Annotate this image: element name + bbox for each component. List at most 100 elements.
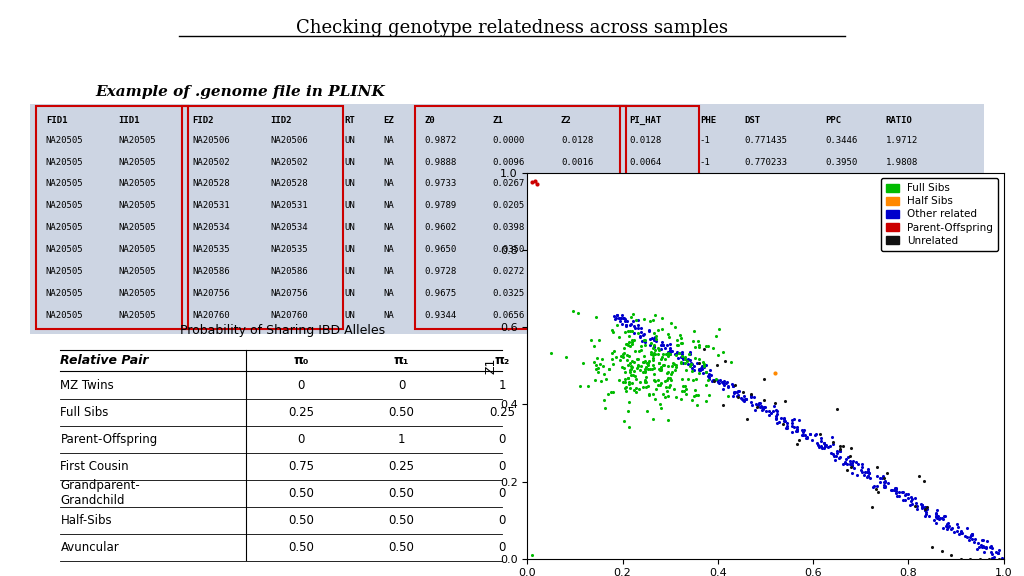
Text: 0.0205: 0.0205: [493, 202, 525, 210]
Point: [833, 445, 849, 454]
Text: NA20535: NA20535: [270, 245, 307, 255]
Point: [644, 365, 660, 374]
Point: [877, 476, 893, 486]
Point: [858, 472, 874, 482]
Point: [679, 357, 695, 366]
Point: [657, 354, 674, 363]
Point: [647, 332, 664, 342]
Point: [864, 502, 881, 511]
Point: [646, 335, 663, 344]
Point: [679, 355, 695, 365]
Point: [761, 410, 777, 419]
Point: [646, 334, 663, 343]
Text: π₀: π₀: [294, 354, 309, 366]
Text: NA20756: NA20756: [193, 289, 229, 298]
Point: [595, 362, 611, 371]
Text: 0.50: 0.50: [289, 514, 314, 527]
Point: [684, 395, 700, 404]
Point: [784, 428, 801, 437]
Point: [690, 391, 707, 400]
Point: [624, 339, 640, 348]
Point: [600, 389, 616, 399]
Point: [697, 361, 714, 370]
Point: [644, 360, 660, 369]
Point: [698, 380, 715, 389]
Point: [641, 317, 657, 326]
Text: 0.0128: 0.0128: [630, 135, 662, 145]
Point: [678, 389, 694, 399]
Point: [639, 358, 655, 367]
Point: [636, 335, 652, 344]
Point: [742, 392, 759, 401]
Point: [816, 438, 833, 448]
Point: [617, 382, 634, 392]
Point: [677, 381, 693, 390]
Point: [570, 308, 587, 317]
Point: [716, 376, 732, 385]
Point: [645, 344, 662, 353]
Text: 0.0656: 0.0656: [493, 311, 525, 320]
Text: NA20505: NA20505: [119, 311, 157, 320]
Point: [773, 414, 790, 423]
Point: [698, 367, 715, 376]
Point: [919, 507, 935, 517]
Point: [648, 332, 665, 341]
Text: 0.0000: 0.0000: [561, 245, 593, 255]
Text: NA20505: NA20505: [119, 135, 157, 145]
Point: [605, 327, 622, 336]
Point: [620, 350, 636, 359]
Text: 0.771054: 0.771054: [744, 245, 787, 255]
Point: [628, 374, 644, 383]
Point: [667, 384, 683, 393]
Text: NA20505: NA20505: [46, 158, 83, 166]
Text: 0.0133: 0.0133: [630, 180, 662, 188]
Point: [633, 327, 649, 336]
Point: [797, 430, 813, 439]
Point: [910, 472, 927, 481]
Point: [677, 359, 693, 368]
Point: [932, 513, 948, 522]
Text: NA20531: NA20531: [193, 202, 229, 210]
Point: [686, 391, 702, 400]
Point: [778, 422, 795, 431]
Point: [626, 385, 642, 395]
Text: 0.0000: 0.0000: [561, 223, 593, 232]
Point: [639, 381, 655, 391]
Point: [951, 529, 968, 539]
Text: UN: UN: [345, 202, 355, 210]
Point: [753, 401, 769, 410]
Point: [783, 415, 800, 425]
Text: 0.771435: 0.771435: [744, 135, 787, 145]
Text: 0.0328: 0.0328: [630, 311, 662, 320]
FancyBboxPatch shape: [31, 104, 983, 334]
Point: [869, 482, 886, 491]
Text: NA20505: NA20505: [119, 158, 157, 166]
Point: [846, 463, 862, 472]
Text: NA20506: NA20506: [193, 135, 229, 145]
Text: UN: UN: [345, 158, 355, 166]
Point: [647, 345, 664, 354]
Point: [657, 382, 674, 391]
Point: [959, 532, 976, 541]
Point: [824, 439, 841, 449]
Point: [796, 425, 812, 434]
Point: [958, 524, 975, 533]
Point: [685, 336, 701, 345]
Point: [962, 532, 978, 541]
Text: MZ Twins: MZ Twins: [60, 378, 114, 392]
Point: [684, 359, 700, 369]
Point: [637, 356, 653, 365]
Point: [690, 336, 707, 345]
Point: [702, 370, 719, 380]
Point: [755, 405, 771, 414]
Text: 0: 0: [499, 460, 506, 473]
Text: RATIO: RATIO: [886, 116, 912, 125]
Point: [626, 309, 642, 319]
Text: FID1: FID1: [46, 116, 68, 125]
Text: NA20502: NA20502: [270, 158, 307, 166]
Point: [635, 367, 651, 377]
Point: [706, 376, 722, 385]
Point: [969, 544, 985, 554]
Text: 0.25: 0.25: [289, 406, 314, 419]
Point: [940, 519, 956, 528]
